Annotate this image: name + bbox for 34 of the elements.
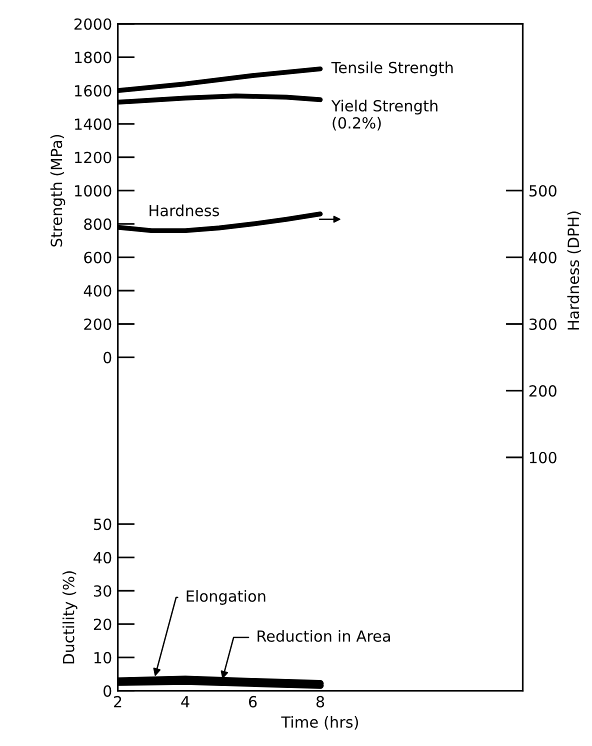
series-label: Hardness xyxy=(150,204,219,216)
y2-tick-label: 500 xyxy=(529,185,556,197)
y-tick-label: 0 xyxy=(104,352,112,364)
x-tick-label: 2 xyxy=(114,696,122,708)
y2-tick-label: 400 xyxy=(529,252,556,264)
y-tick-label: 1400 xyxy=(75,118,112,130)
y-tick-label: 800 xyxy=(84,218,112,230)
y-tick-label: 1000 xyxy=(75,185,112,197)
y-tick-label: 1600 xyxy=(75,85,112,97)
y-tick-label: 2000 xyxy=(74,18,112,30)
y3-tick-label: 40 xyxy=(94,552,112,564)
x-tick-label: 4 xyxy=(181,696,190,708)
y3-tick-label: 10 xyxy=(94,652,112,664)
y2-tick-label: 100 xyxy=(530,452,556,464)
x-axis-title: Time (hrs) xyxy=(281,716,358,730)
y-tick-label: 200 xyxy=(84,318,112,330)
x-tick-label: 6 xyxy=(248,696,257,708)
text: Elongation xyxy=(186,590,266,605)
y-tick-label: 600 xyxy=(84,252,112,264)
y3-tick-label: 30 xyxy=(94,585,112,597)
x-tick-label: 8 xyxy=(316,696,324,708)
y-axis-title: Strength (MPa) xyxy=(50,134,66,247)
y2-tick-label: 300 xyxy=(529,318,556,330)
y-tick-label: 400 xyxy=(84,285,112,297)
y3-tick-label: 50 xyxy=(94,518,112,530)
y2-axis-title: Hardness (DPH) xyxy=(567,212,581,330)
y2-tick-label: 200 xyxy=(529,385,556,397)
y-tick-label: 1200 xyxy=(75,152,112,164)
y3-tick-label: 20 xyxy=(94,618,112,630)
text: Reduction in Area xyxy=(258,630,390,642)
series-label: Yield Strength (0.2%) xyxy=(331,100,438,130)
y-tick-label: 1800 xyxy=(75,52,112,64)
series-label: Tensile Strength xyxy=(331,61,453,76)
y3-axis-title: Ductility (%) xyxy=(62,571,78,664)
